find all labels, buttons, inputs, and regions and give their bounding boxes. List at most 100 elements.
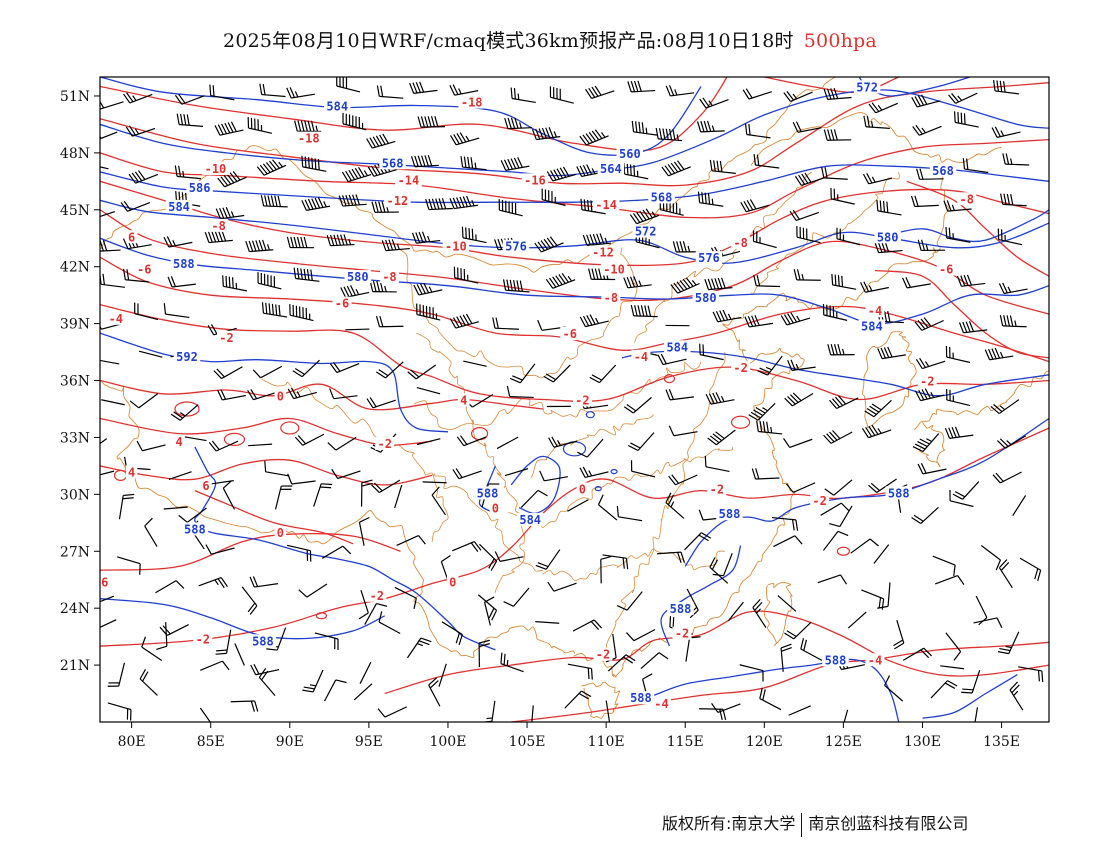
barb-flag — [230, 211, 235, 218]
barb-flag — [126, 269, 130, 281]
barb-flag — [513, 279, 517, 292]
wind-barb — [222, 275, 248, 292]
barb-staff — [822, 530, 839, 551]
wind-barb — [286, 544, 312, 562]
barb-flag — [428, 677, 438, 686]
barb-flag — [123, 493, 135, 497]
barb-staff — [947, 208, 972, 212]
barb-staff — [836, 397, 859, 410]
barb-flag — [676, 134, 679, 141]
barb-flag — [870, 482, 880, 492]
barb-staff — [360, 589, 369, 614]
barb-flag — [543, 238, 552, 249]
wind-barb — [520, 489, 548, 508]
barb-staff — [253, 391, 277, 401]
barb-flag — [923, 317, 932, 327]
barb-flag — [687, 245, 691, 253]
barb-flag — [261, 302, 265, 314]
barb-staff — [670, 92, 695, 97]
barb-staff — [709, 566, 729, 584]
barb-flag — [215, 652, 227, 655]
barb-staff — [165, 313, 190, 319]
barb-flag — [801, 173, 809, 184]
barb-flag — [864, 410, 875, 418]
barb-flag — [471, 228, 474, 240]
temperature-label-bg — [193, 632, 213, 646]
wind-barb — [912, 124, 942, 136]
barb-staff — [384, 706, 407, 718]
wind-barb — [539, 470, 568, 482]
height-contour-line — [621, 350, 1049, 397]
barb-flag — [958, 322, 965, 333]
barb-flag — [784, 397, 793, 407]
barb-flag — [317, 197, 324, 208]
temperature-contour-line — [100, 379, 543, 411]
barb-flag — [296, 267, 300, 279]
barb-flag — [342, 545, 352, 555]
temperature-label: -2 — [920, 374, 934, 388]
barb-staff — [100, 166, 109, 170]
barb-flag — [966, 274, 972, 286]
height-label-bg — [858, 319, 886, 333]
barb-flag — [668, 389, 674, 400]
barb-flag — [640, 305, 645, 317]
wind-barb — [450, 132, 480, 146]
barb-staff — [974, 707, 979, 722]
barb-flag — [320, 486, 332, 489]
barb-flag — [689, 609, 699, 619]
wind-barb — [182, 435, 207, 442]
wind-barb — [577, 438, 604, 458]
barb-flag — [220, 577, 228, 587]
barb-staff — [416, 386, 441, 395]
wind-barb — [597, 494, 618, 521]
barb-staff — [186, 507, 207, 523]
wind-barb — [1019, 557, 1042, 581]
barb-staff — [504, 468, 529, 477]
barb-flag — [796, 269, 801, 281]
barb-flag — [800, 638, 805, 650]
province-boundary — [413, 361, 702, 431]
barb-flag — [456, 316, 463, 327]
barb-flag — [326, 235, 332, 246]
wind-barb — [134, 302, 159, 321]
barb-flag — [459, 315, 466, 326]
wind-barb — [914, 388, 945, 402]
temperature-label: -6 — [137, 263, 151, 277]
barb-staff — [127, 244, 152, 250]
barb-flag — [531, 129, 537, 140]
barb-flag — [823, 434, 832, 444]
barb-flag — [369, 397, 377, 408]
barb-staff — [823, 314, 848, 321]
wind-barb — [545, 272, 576, 289]
barb-flag — [470, 542, 479, 552]
barb-flag — [996, 440, 1006, 449]
wind-barb — [301, 155, 327, 172]
barb-flag — [591, 168, 596, 175]
barb-staff — [964, 168, 989, 174]
barb-flag — [996, 80, 999, 92]
barb-flag — [381, 201, 386, 213]
barb-flag — [311, 198, 317, 209]
barb-flag — [314, 158, 317, 170]
barb-staff — [455, 137, 480, 146]
barb-staff — [454, 90, 479, 96]
wind-barb — [1018, 666, 1044, 682]
barb-flag — [460, 156, 464, 168]
barb-flag — [473, 541, 482, 551]
wind-barb — [174, 93, 205, 105]
barb-flag — [677, 160, 685, 170]
barb-flag — [915, 124, 923, 135]
wind-barb — [438, 663, 447, 687]
barb-flag — [296, 236, 301, 248]
temperature-contour-line — [764, 77, 899, 94]
barb-flag — [510, 117, 516, 129]
barb-flag — [510, 377, 521, 384]
barb-flag — [123, 200, 132, 211]
temperature-label: -4 — [109, 312, 123, 326]
barb-flag — [833, 87, 839, 99]
wind-barb — [873, 544, 890, 564]
barb-flag — [209, 84, 212, 96]
lon-tick-label: 115E — [667, 734, 704, 750]
barb-flag — [417, 116, 422, 128]
wind-barb — [364, 602, 388, 625]
